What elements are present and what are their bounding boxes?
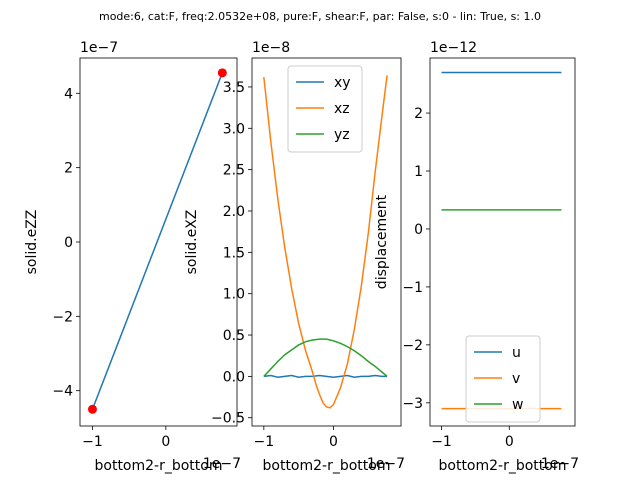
legend-frame <box>465 335 541 423</box>
legend-label-xy: xy <box>334 75 351 91</box>
x-axis-label: bottom2-r_bottom <box>95 458 223 474</box>
axes-frame <box>251 57 402 427</box>
axes-frame <box>429 57 576 427</box>
x-tick-label: 0 <box>505 434 514 450</box>
legend-label-v: v <box>512 371 520 387</box>
y-tick-label: −2 <box>402 338 423 354</box>
series-line-yz <box>263 338 388 377</box>
y-tick-label: 1.5 <box>223 245 245 261</box>
y-tick-label: −0.5 <box>211 411 245 427</box>
y-tick-label: 1.0 <box>223 287 245 303</box>
subplots: −1 0−4−20241e−71e−7bottom2-r_bottomsolid.… <box>24 40 579 474</box>
y-axis-label: displacement <box>374 194 390 289</box>
legend-label-xz: xz <box>334 101 350 117</box>
y-tick-label: −2 <box>52 309 73 325</box>
y-tick-label: 0 <box>414 222 423 238</box>
y-tick-label: −4 <box>52 384 73 400</box>
x-tick-label: −1 <box>82 434 103 450</box>
y-tick-label: 4 <box>64 86 73 102</box>
y-offset-text: 1e−12 <box>430 40 477 56</box>
y-tick-label: 2.0 <box>223 204 245 220</box>
legend-label-u: u <box>512 345 521 361</box>
x-tick-label: −1 <box>431 434 452 450</box>
x-offset-text: 1e−7 <box>541 456 579 472</box>
y-tick-label: 3.5 <box>223 80 245 96</box>
data-point-marker <box>87 404 97 414</box>
y-offset-text: 1e−8 <box>252 40 290 56</box>
series-line-xz <box>263 75 388 409</box>
x-tick-label: 0 <box>161 434 170 450</box>
data-point-marker <box>217 68 227 78</box>
y-tick-label: 1 <box>414 164 423 180</box>
axes-frame <box>79 57 238 427</box>
legend-frame <box>287 65 363 153</box>
y-axis-label: solid.eXZ <box>184 210 200 275</box>
x-tick-label: 0 <box>329 434 338 450</box>
y-tick-label: 0 <box>64 235 73 251</box>
y-tick-label: 2 <box>64 161 73 177</box>
y-offset-text: 1e−7 <box>80 40 118 56</box>
y-tick-label: 3.0 <box>223 121 245 137</box>
y-tick-label: −3 <box>402 396 423 412</box>
subplot-2: −1 0−0.50.00.51.01.52.02.53.03.51e−81e−7b… <box>184 40 405 474</box>
y-tick-label: 2.5 <box>223 163 245 179</box>
legend: uvw <box>465 335 541 423</box>
y-axis-label: solid.eZZ <box>24 210 40 275</box>
legend-label-yz: yz <box>334 127 350 143</box>
y-tick-label: 2 <box>414 106 423 122</box>
legend-label-w: w <box>512 397 523 413</box>
y-tick-label: 0.0 <box>223 369 245 385</box>
x-axis-label: bottom2-r_bottom <box>263 458 391 474</box>
x-offset-text: 1e−7 <box>367 456 405 472</box>
subplot-1: −1 0−4−20241e−71e−7bottom2-r_bottomsolid.… <box>24 40 241 474</box>
x-offset-text: 1e−7 <box>203 456 241 472</box>
x-tick-label: −1 <box>254 434 275 450</box>
series-line-xy <box>263 374 388 378</box>
legend: xy xz yz <box>287 65 363 153</box>
figure-suptitle: mode:6, cat:F, freq:2.0532e+08, pure:F, … <box>99 10 541 23</box>
series-line-data <box>91 72 224 410</box>
y-tick-label: −1 <box>402 280 423 296</box>
x-axis-label: bottom2-r_bottom <box>439 458 567 474</box>
y-tick-label: 0.5 <box>223 328 245 344</box>
